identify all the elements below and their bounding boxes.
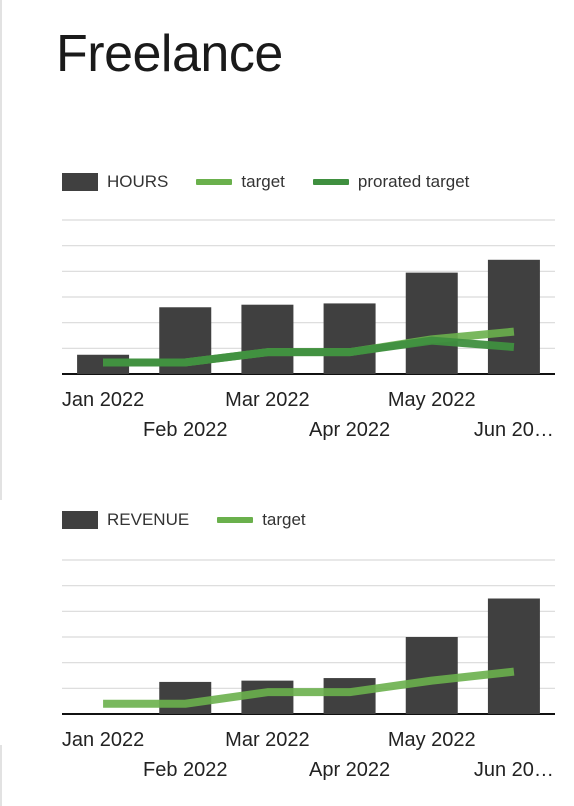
legend-item-hours[interactable]: HOURS [62, 172, 168, 192]
hours-legend: HOURS target prorated target [62, 172, 497, 192]
panel-edge-bottom [0, 745, 2, 806]
legend-label-hours: HOURS [107, 172, 169, 191]
legend-swatch-revenue-target [217, 517, 254, 523]
hours-x-tick-label: May 2022 [388, 389, 476, 411]
legend-label-target: target [241, 172, 285, 191]
hours-line-prorated-target [103, 336, 515, 367]
revenue-x-tick-label: Jan 2022 [62, 729, 144, 751]
legend-label-prorated-target: prorated target [357, 172, 470, 191]
revenue-bar [487, 598, 540, 714]
revenue-x-tick-label: Feb 2022 [143, 759, 228, 781]
revenue-x-tick-label: Jun 20… [474, 759, 554, 781]
hours-bar [323, 303, 376, 374]
legend-swatch-hours [62, 173, 98, 191]
legend-item-prorated-target[interactable]: prorated target [312, 172, 470, 192]
hours-x-tick-label: Mar 2022 [225, 389, 310, 411]
page-title: Freelance [56, 25, 283, 83]
legend-label-revenue: REVENUE [107, 510, 190, 529]
hours-bar [241, 304, 294, 374]
legend-item-revenue[interactable]: REVENUE [62, 510, 189, 530]
panel-edge-top [0, 0, 2, 500]
revenue-x-tick-label: Mar 2022 [225, 729, 310, 751]
legend-swatch-target [196, 179, 233, 185]
hours-x-tick-label: Jan 2022 [62, 389, 144, 411]
legend-item-target[interactable]: target [196, 172, 285, 192]
legend-label-revenue-target: target [262, 510, 306, 529]
hours-bar [487, 259, 540, 374]
legend-swatch-revenue [62, 511, 98, 529]
legend-item-revenue-target[interactable]: target [217, 510, 306, 530]
hours-x-tick-label: Jun 20… [474, 419, 554, 441]
revenue-chart: Jan 2022 Feb 2022 Mar 2022 Apr 2022 May 2022… [62, 559, 555, 781]
hours-chart: Jan 2022 Feb 2022 Mar 2022 Apr 2022 May 2022… [62, 219, 555, 441]
hours-x-tick-label: Apr 2022 [309, 419, 390, 441]
hours-bar [405, 272, 458, 374]
revenue-x-tick-label: May 2022 [388, 729, 476, 751]
revenue-legend: REVENUE target [62, 510, 334, 530]
legend-swatch-prorated-target [312, 179, 349, 185]
revenue-line-target [103, 667, 515, 708]
hours-x-tick-label: Feb 2022 [143, 419, 228, 441]
revenue-x-tick-label: Apr 2022 [309, 759, 390, 781]
